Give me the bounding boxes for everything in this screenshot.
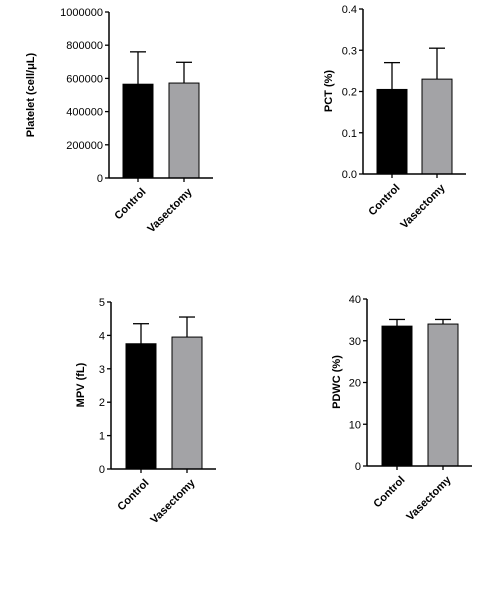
- y-axis-label: PDWC (%): [331, 355, 343, 409]
- y-tick-label: 0.0: [342, 169, 357, 181]
- y-tick-label: 10: [349, 419, 361, 431]
- category-label-control: Control: [115, 477, 151, 513]
- y-axis-label: MPV (fL): [75, 362, 87, 407]
- y-tick-label: 0: [99, 464, 105, 476]
- bar-control: [376, 88, 408, 175]
- y-tick-label: 400000: [66, 107, 103, 119]
- category-label-vasectomy: Vasectomy: [148, 476, 198, 526]
- y-tick-label: 600000: [66, 73, 103, 85]
- y-tick-label: 0.3: [342, 45, 357, 57]
- category-label-control: Control: [112, 186, 148, 222]
- y-tick-label: 4: [99, 330, 105, 342]
- bar-vasectomy: [168, 82, 200, 179]
- y-tick-label: 800000: [66, 40, 103, 52]
- y-tick-label: 200000: [66, 140, 103, 152]
- category-label-vasectomy: Vasectomy: [145, 185, 195, 235]
- bar-vasectomy: [421, 78, 453, 175]
- bar-vasectomy: [171, 336, 203, 470]
- bar-control: [381, 325, 413, 467]
- category-label-control: Control: [366, 182, 402, 218]
- y-axis-label: Platelet (cell/μL): [25, 52, 37, 137]
- y-tick-label: 0.2: [342, 87, 357, 99]
- bar-vasectomy: [427, 323, 459, 467]
- bar-control: [125, 343, 157, 470]
- y-tick-label: 1: [99, 431, 105, 443]
- bar-control: [122, 83, 154, 179]
- y-tick-label: 1000000: [60, 7, 103, 19]
- y-tick-label: 30: [349, 336, 361, 348]
- y-tick-label: 0.1: [342, 128, 357, 140]
- y-tick-label: 40: [349, 294, 361, 306]
- y-tick-label: 3: [99, 364, 105, 376]
- y-tick-label: 2: [99, 397, 105, 409]
- y-tick-label: 0: [97, 173, 103, 185]
- y-tick-label: 0.4: [342, 4, 357, 16]
- y-tick-label: 20: [349, 378, 361, 390]
- category-label-vasectomy: Vasectomy: [398, 181, 448, 231]
- y-tick-label: 0: [355, 461, 361, 473]
- y-tick-label: 5: [99, 297, 105, 309]
- category-label-vasectomy: Vasectomy: [404, 473, 454, 523]
- y-axis-label: PCT (%): [323, 70, 335, 113]
- category-label-control: Control: [371, 474, 407, 510]
